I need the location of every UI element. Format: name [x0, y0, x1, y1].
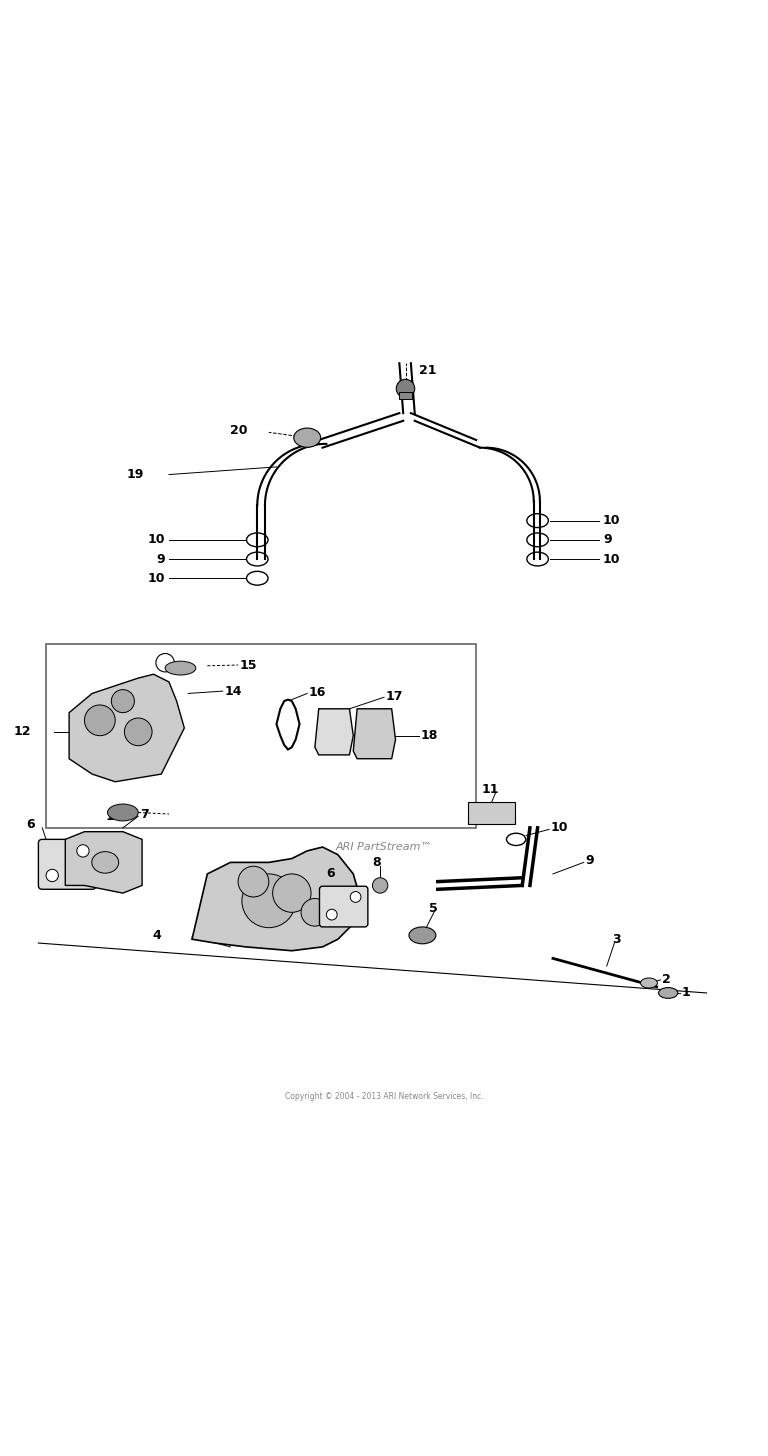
Polygon shape: [69, 674, 184, 782]
Text: 1: 1: [681, 987, 690, 999]
Ellipse shape: [409, 927, 436, 943]
Circle shape: [372, 878, 388, 893]
Circle shape: [326, 909, 337, 920]
Text: 9: 9: [585, 853, 594, 866]
Circle shape: [124, 718, 152, 745]
Polygon shape: [276, 699, 300, 750]
Ellipse shape: [92, 852, 118, 874]
Text: 3: 3: [612, 933, 621, 946]
Text: 6: 6: [26, 817, 35, 830]
Text: 7: 7: [140, 808, 148, 821]
Text: 10: 10: [147, 533, 165, 546]
Circle shape: [273, 874, 311, 913]
Polygon shape: [65, 831, 142, 893]
Circle shape: [84, 705, 115, 735]
Circle shape: [350, 891, 361, 903]
Text: 8: 8: [372, 856, 381, 869]
Polygon shape: [192, 847, 361, 951]
Ellipse shape: [658, 987, 677, 999]
Ellipse shape: [294, 428, 321, 447]
Text: 10: 10: [603, 552, 621, 565]
Circle shape: [77, 844, 89, 858]
Circle shape: [396, 380, 415, 397]
Text: 20: 20: [230, 424, 248, 437]
Text: 11: 11: [482, 783, 498, 796]
Text: ARI PartStream™: ARI PartStream™: [336, 842, 432, 852]
Circle shape: [46, 869, 58, 881]
FancyBboxPatch shape: [38, 839, 96, 890]
FancyBboxPatch shape: [319, 887, 368, 927]
Text: 14: 14: [224, 684, 242, 697]
Ellipse shape: [641, 978, 657, 989]
Circle shape: [242, 874, 296, 927]
Circle shape: [238, 866, 269, 897]
Polygon shape: [315, 709, 353, 754]
Text: 6: 6: [326, 868, 335, 881]
Text: 17: 17: [386, 690, 403, 703]
Text: 15: 15: [240, 658, 257, 671]
Circle shape: [301, 898, 329, 926]
Bar: [468, 802, 515, 824]
Polygon shape: [353, 709, 396, 759]
Text: 12: 12: [13, 725, 31, 738]
Text: 5: 5: [429, 901, 437, 914]
Text: 10: 10: [551, 821, 568, 834]
Text: 10: 10: [603, 514, 621, 527]
Text: 21: 21: [419, 364, 436, 377]
Text: 13: 13: [106, 810, 124, 823]
Ellipse shape: [108, 804, 138, 821]
Text: 4: 4: [153, 929, 161, 942]
Bar: [399, 392, 412, 399]
Text: Copyright © 2004 - 2013 ARI Network Services, Inc.: Copyright © 2004 - 2013 ARI Network Serv…: [285, 1092, 483, 1101]
Text: 19: 19: [127, 467, 144, 480]
Ellipse shape: [165, 661, 196, 676]
Bar: [46, 644, 476, 828]
Text: 9: 9: [603, 533, 611, 546]
Text: 9: 9: [157, 552, 165, 565]
Text: 2: 2: [662, 973, 670, 986]
Text: 18: 18: [420, 729, 438, 743]
Text: 10: 10: [147, 572, 165, 585]
Circle shape: [111, 690, 134, 712]
Text: 16: 16: [309, 686, 326, 699]
